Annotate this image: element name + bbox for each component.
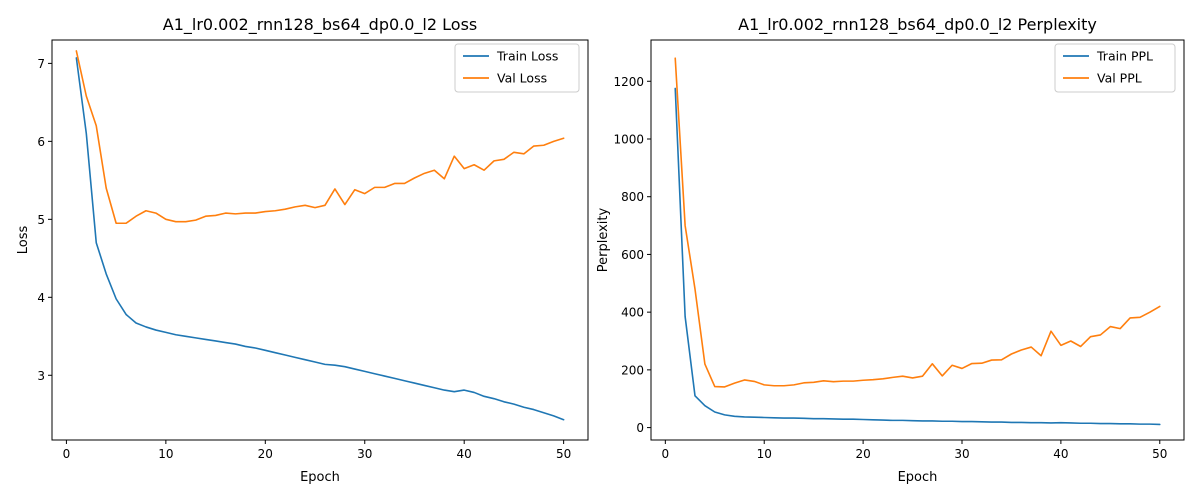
x-tick-label: 10 (757, 447, 772, 461)
legend-entry: Val Loss (497, 71, 547, 86)
chart-title: A1_lr0.002_rnn128_bs64_dp0.0_l2 Perplexi… (738, 15, 1097, 35)
x-tick-label: 50 (556, 447, 571, 461)
y-axis-label: Loss (16, 226, 31, 255)
y-tick-label: 7 (37, 57, 45, 71)
legend: Train Loss Val Loss (454, 43, 580, 93)
chart-title: A1_lr0.002_rnn128_bs64_dp0.0_l2 Loss (163, 15, 477, 35)
x-tick-label: 20 (855, 447, 870, 461)
legend-entry: Train PPL (1096, 49, 1153, 64)
x-tick-label: 30 (357, 447, 372, 461)
legend: Train PPL Val PPL (1054, 43, 1176, 93)
y-tick-label: 3 (37, 369, 45, 383)
y-tick-label: 200 (621, 363, 644, 377)
series-line-train-ppl (674, 87, 1161, 426)
y-tick-label: 600 (621, 248, 644, 262)
series-group (75, 50, 565, 421)
x-tick-label: 0 (63, 447, 71, 461)
x-axis-label: Epoch (898, 470, 938, 485)
y-tick-label: 1200 (613, 75, 644, 89)
x-tick-label: 30 (954, 447, 969, 461)
series-line-val-loss (75, 50, 565, 225)
y-tick-label: 6 (37, 135, 45, 149)
x-tick-label: 40 (457, 447, 472, 461)
y-tick-label: 4 (37, 291, 45, 305)
axes-frame (650, 39, 1185, 441)
x-tick-label: 40 (1053, 447, 1068, 461)
series-line-train-loss (75, 57, 565, 421)
legend-entry: Train Loss (496, 49, 558, 64)
axes-frame (51, 39, 589, 441)
y-tick-label: 1000 (613, 132, 644, 146)
x-tick-label: 20 (258, 447, 273, 461)
chart-panel-loss: A1_lr0.002_rnn128_bs64_dp0.0_l2 Loss 0 10 2… (16, 15, 589, 485)
y-tick-label: 0 (636, 421, 644, 435)
y-axis-label: Perplexity (596, 207, 611, 272)
y-tick-label: 400 (621, 306, 644, 320)
series-line-val-ppl (674, 57, 1161, 388)
legend-entry: Val PPL (1097, 71, 1142, 86)
chart-panel-ppl: A1_lr0.002_rnn128_bs64_dp0.0_l2 Perplexi… (596, 15, 1185, 485)
y-tick-label: 5 (37, 213, 45, 227)
series-group (674, 57, 1161, 426)
x-tick-label: 10 (158, 447, 173, 461)
x-tick-label: 50 (1152, 447, 1167, 461)
x-axis-label: Epoch (300, 470, 340, 485)
y-tick-label: 800 (621, 190, 644, 204)
x-tick-label: 0 (662, 447, 670, 461)
